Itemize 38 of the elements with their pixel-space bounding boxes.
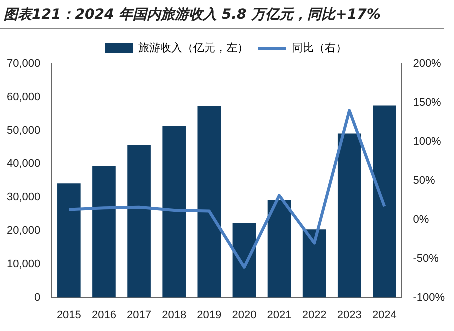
y-tick-label: 60,000 <box>6 91 41 104</box>
chart-title: 图表121：2024 年国内旅游收入 5.8 万亿元，同比+17% <box>0 0 444 29</box>
bar <box>92 166 116 298</box>
x-tick-label: 2020 <box>232 309 257 322</box>
y-tick-label: 30,000 <box>6 192 41 204</box>
y2-tick-label: -100% <box>413 292 446 304</box>
bar <box>198 106 222 298</box>
x-tick-label: 2016 <box>92 309 116 322</box>
x-tick-label: 2023 <box>337 309 362 322</box>
bar <box>128 145 151 298</box>
bar <box>58 184 81 298</box>
x-tick-label: 2021 <box>267 309 292 322</box>
y-tick-label: 10,000 <box>6 258 41 270</box>
x-tick-label: 2024 <box>372 309 397 322</box>
bar <box>232 223 256 298</box>
y-tick-label: 40,000 <box>6 158 41 170</box>
y-tick-label: 20,000 <box>6 225 41 238</box>
y-tick-label: 50,000 <box>6 124 41 137</box>
legend-label: 旅游收入（亿元，左） <box>138 42 248 55</box>
legend-label: 同比（右） <box>292 42 347 55</box>
bar <box>162 126 186 298</box>
bar <box>338 134 362 298</box>
y-tick-label: 70,000 <box>6 58 41 70</box>
x-tick-label: 2018 <box>162 309 187 322</box>
y2-tick-label: 100% <box>413 136 442 148</box>
bar <box>268 200 292 298</box>
y-tick-label: 0 <box>34 292 41 304</box>
x-tick-label: 2019 <box>197 309 222 322</box>
x-tick-label: 2017 <box>127 309 152 322</box>
x-tick-label: 2022 <box>302 309 327 322</box>
y2-tick-label: -50% <box>413 252 440 265</box>
y2-tick-label: 200% <box>413 58 442 70</box>
bar <box>373 106 396 298</box>
y2-tick-label: 0% <box>413 214 430 226</box>
y2-tick-label: 50% <box>413 174 436 187</box>
bar <box>302 230 326 298</box>
y2-tick-label: 150% <box>413 97 442 109</box>
x-tick-label: 2015 <box>56 309 82 322</box>
